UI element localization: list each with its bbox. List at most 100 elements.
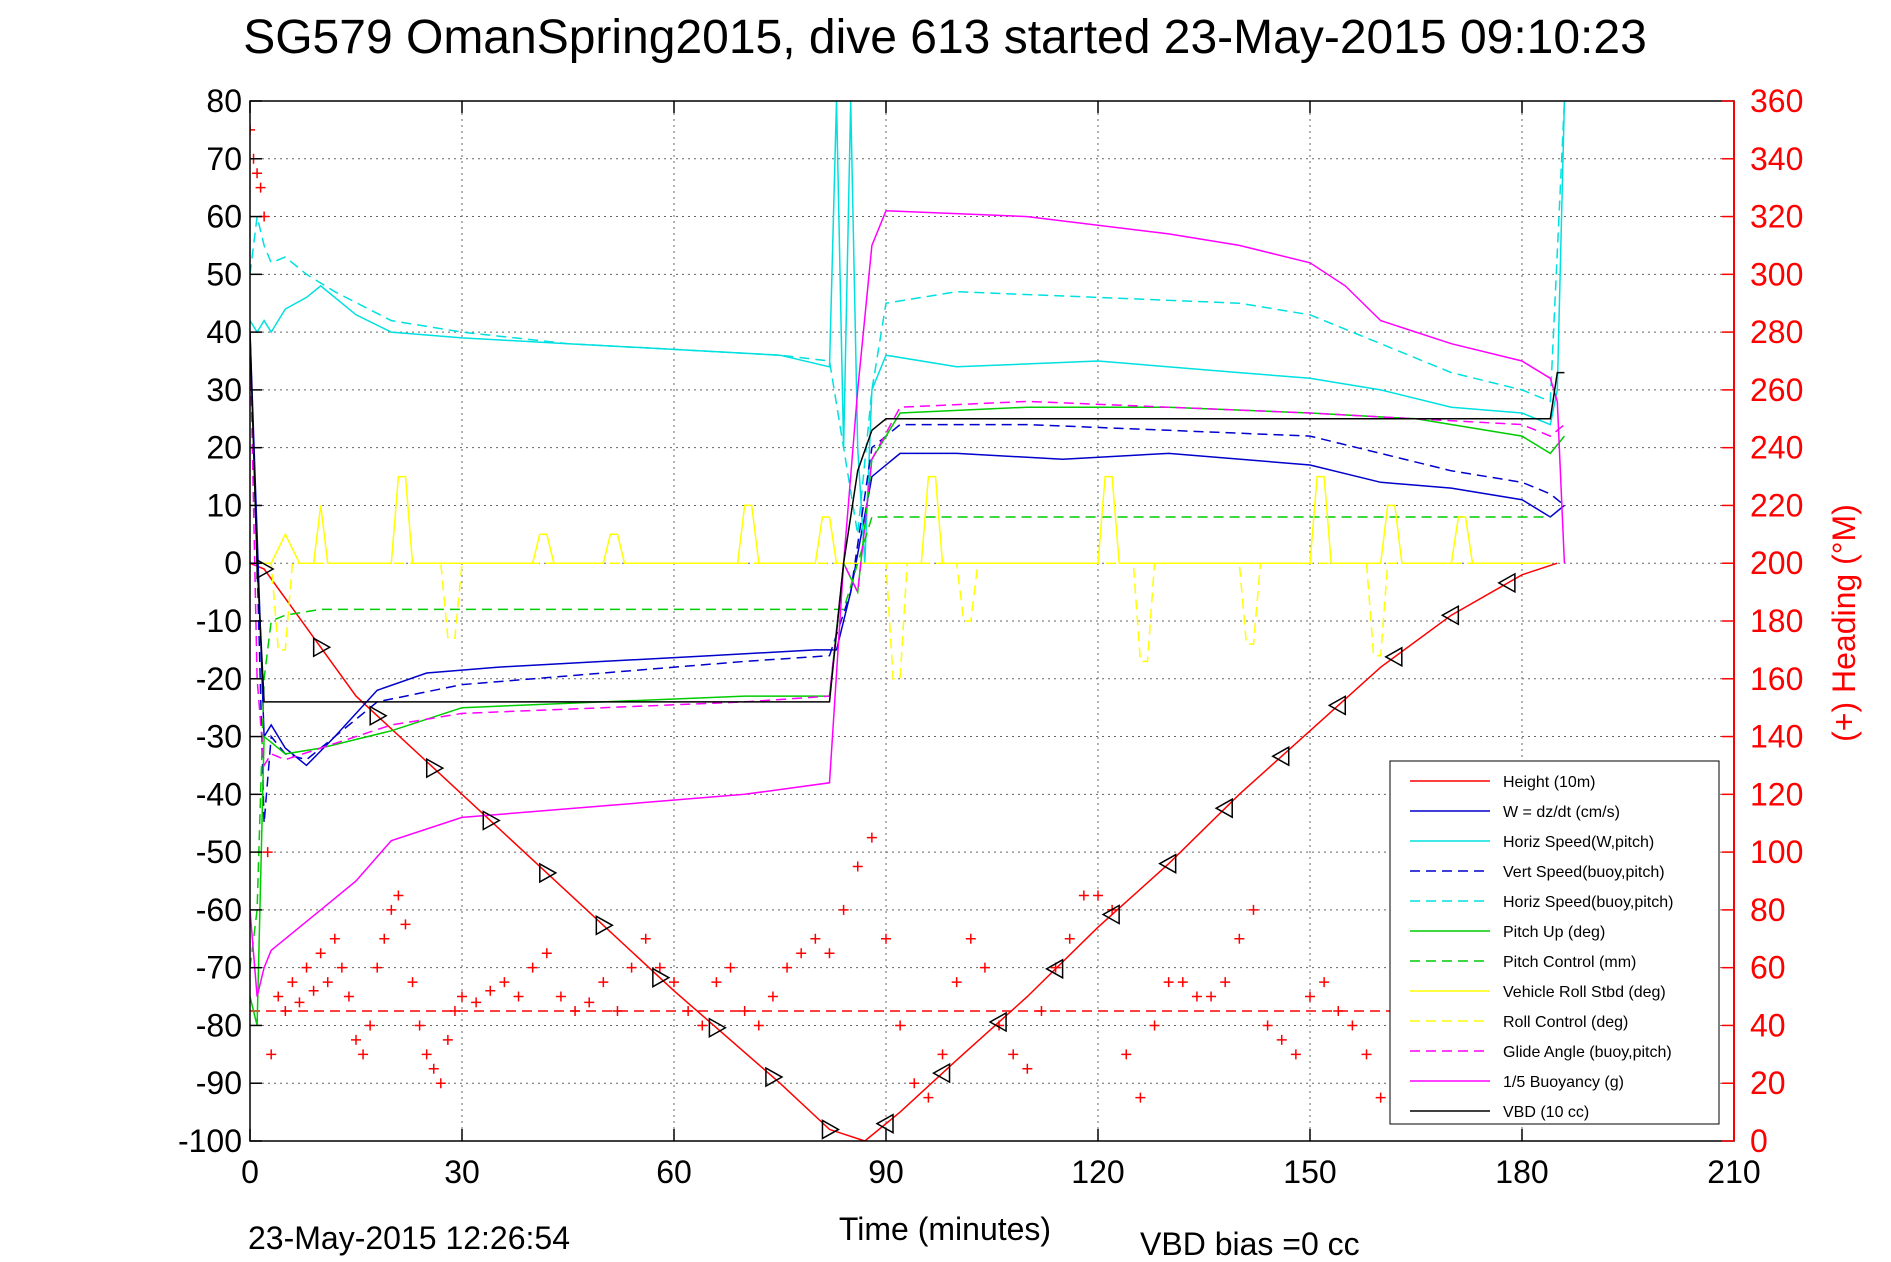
markers-layer <box>250 124 1556 1140</box>
x-tick-label: 210 <box>1707 1154 1760 1190</box>
heading-point <box>386 904 397 915</box>
heading-point <box>266 1049 277 1060</box>
heading-point <box>612 1006 623 1016</box>
heading-point <box>442 1034 453 1045</box>
y2-tick-label: 0 <box>1750 1123 1768 1159</box>
legend-label-w-dz-dt-cm-s: W = dz/dt (cm/s) <box>1503 804 1620 821</box>
heading-point <box>428 1063 439 1074</box>
heading-point <box>1262 1020 1273 1031</box>
y-tick-label: 80 <box>206 83 242 119</box>
depth-marker <box>988 1011 1007 1033</box>
y-tick-label: -60 <box>196 892 242 928</box>
legend-box <box>1389 760 1720 1125</box>
heading-point <box>287 977 298 988</box>
legend-label-vert-speed-buoy-pitch: Vert Speed(buoy,pitch) <box>1503 864 1665 881</box>
heading-point <box>1375 1092 1386 1103</box>
y-tick-label: -70 <box>196 950 242 986</box>
y-tick-label: 20 <box>206 430 242 466</box>
depth-marker <box>875 1113 894 1134</box>
depth-marker <box>932 1062 951 1084</box>
heading-point <box>499 977 510 988</box>
depth-marker <box>821 1119 840 1140</box>
heading-point <box>1290 1049 1301 1060</box>
series-line-vbd-10-cc <box>250 332 1565 703</box>
heading-point <box>471 997 482 1008</box>
heading-point <box>824 948 835 959</box>
heading-point <box>767 991 778 1002</box>
x-tick-label: 90 <box>868 1154 904 1190</box>
y-tick-label: -10 <box>196 603 242 639</box>
heading-point <box>570 1006 581 1016</box>
heading-point <box>838 904 849 915</box>
y2-tick-label: 300 <box>1750 256 1803 292</box>
x-tick-label: 120 <box>1071 1154 1124 1190</box>
heading-point <box>351 1034 361 1045</box>
legend-label-pitch-control-mm: Pitch Control (mm) <box>1503 954 1636 971</box>
y-tick-label: -80 <box>196 1007 242 1043</box>
depth-marker <box>369 705 388 727</box>
x-tick-label: 30 <box>444 1154 480 1190</box>
y2-tick-label: 80 <box>1750 892 1786 928</box>
heading-point <box>598 977 609 988</box>
heading-point <box>457 991 467 1002</box>
heading-point <box>669 977 679 988</box>
heading-point <box>965 933 976 944</box>
heading-point <box>810 933 821 944</box>
y-tick-label: 30 <box>206 372 242 408</box>
heading-point <box>796 948 807 959</box>
heading-point <box>485 985 496 996</box>
y-tick-label: 0 <box>224 545 242 581</box>
x-tick-label: 150 <box>1283 1154 1336 1190</box>
legend-items: Height (10m) W = dz/dt (cm/s) Horiz Speed(… <box>1410 774 1673 1121</box>
series-line-glide-angle-buoy-pitch <box>250 332 1565 768</box>
heading-point <box>541 948 552 959</box>
legend-label-height-10m: Height (10m) <box>1503 774 1595 791</box>
series-line-pitch-control-mm <box>250 516 1551 968</box>
y-tick-label: -30 <box>196 719 242 755</box>
heading-point <box>711 977 722 988</box>
heading-point <box>626 962 637 973</box>
heading-point <box>753 1020 764 1031</box>
heading-point <box>336 962 347 973</box>
y-tick-label: 50 <box>206 256 242 292</box>
y2-tick-label: 240 <box>1750 430 1803 466</box>
y2-tick-label: 340 <box>1750 141 1803 177</box>
y2-tick-label: 200 <box>1750 545 1803 581</box>
depth-marker <box>539 862 558 884</box>
heading-point <box>909 1078 920 1089</box>
heading-point <box>262 847 273 858</box>
y-tick-label: -20 <box>196 661 242 697</box>
heading-point <box>1177 977 1188 988</box>
heading-point <box>365 1020 376 1031</box>
y2-tick-label: 360 <box>1750 83 1803 119</box>
depth-marker <box>708 1017 727 1039</box>
heading-point <box>250 124 255 135</box>
legend-label-vbd-10-cc: VBD (10 cc) <box>1503 1104 1589 1121</box>
y-tick-label: 40 <box>206 314 242 350</box>
series-line-height-10m <box>250 562 1558 1141</box>
series-line-horiz-speed-buoy-pitch <box>250 101 1566 535</box>
legend-label-1-5-buoyancy-g: 1/5 Buoyancy (g) <box>1503 1074 1624 1091</box>
y2-tick-label: 20 <box>1750 1065 1786 1101</box>
heading-point <box>979 962 990 973</box>
heading-point <box>1121 1049 1132 1060</box>
heading-point <box>1064 933 1075 944</box>
heading-point <box>280 1006 291 1016</box>
depth-marker <box>652 967 671 988</box>
heading-point <box>739 1006 750 1016</box>
depth-marker <box>1101 904 1120 925</box>
heading-point <box>513 991 524 1002</box>
heading-point <box>1163 977 1174 988</box>
heading-point <box>1191 991 1202 1002</box>
y-tick-label: 60 <box>206 199 242 235</box>
heading-point <box>1093 890 1103 901</box>
heading-point <box>937 1049 948 1060</box>
heading-point <box>273 991 284 1002</box>
series-line-w-dz-dt-cm-s <box>250 332 1565 767</box>
heading-point <box>951 977 962 988</box>
heading-point <box>449 1006 460 1016</box>
heading-point <box>358 1049 369 1060</box>
heading-point <box>1008 1049 1019 1060</box>
heading-point <box>640 933 651 944</box>
